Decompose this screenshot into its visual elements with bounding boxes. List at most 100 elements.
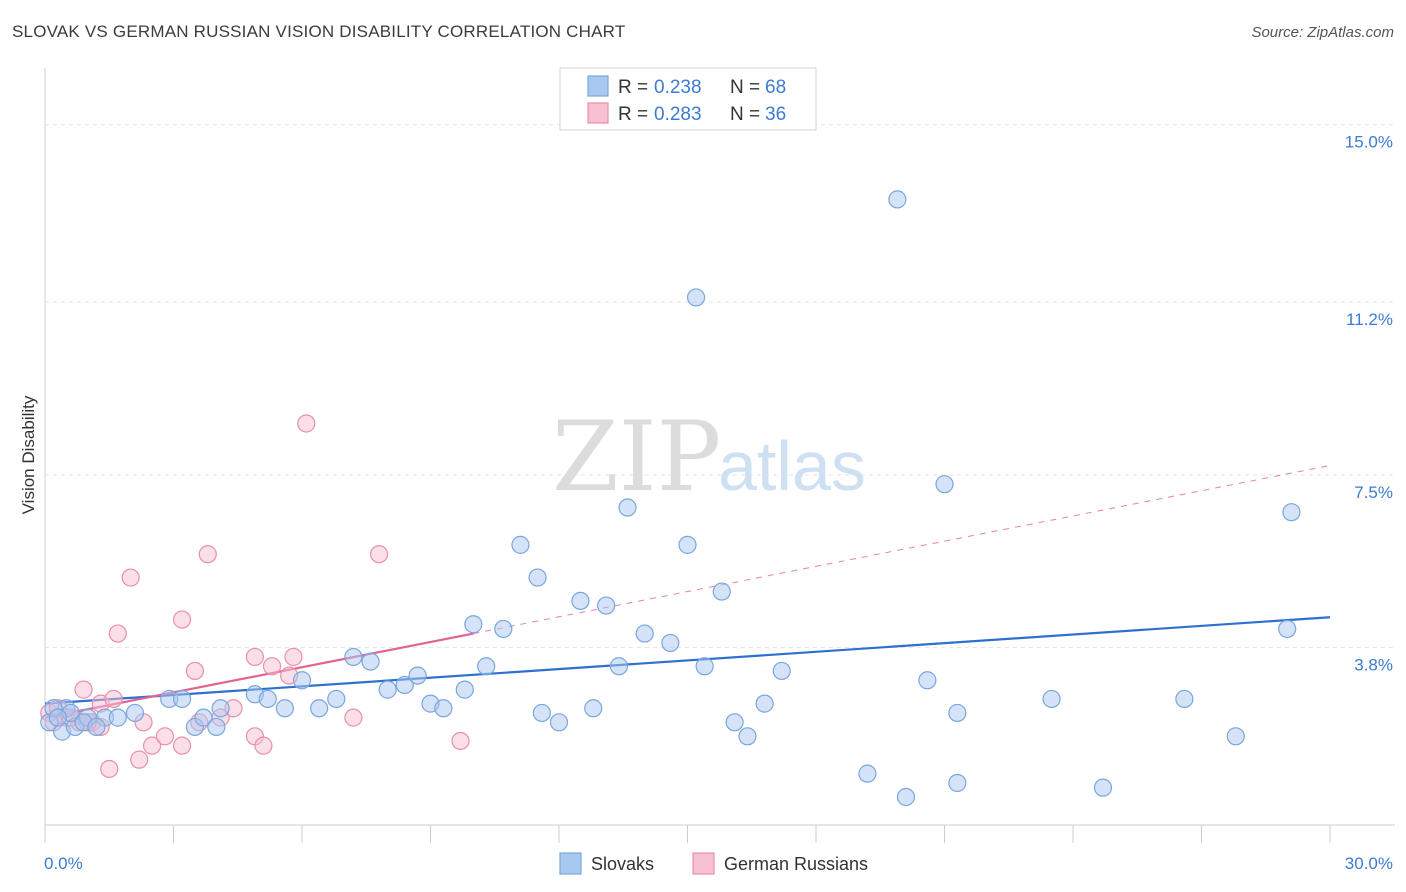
point-slovaks-11 [194, 708, 213, 727]
point-german-russians-25 [254, 736, 273, 755]
point-slovaks-18 [310, 699, 329, 718]
point-slovaks-52 [896, 787, 916, 807]
bottom-legend-label-german-russians: German Russians [724, 854, 868, 874]
point-german-russians-14 [142, 736, 162, 755]
point-german-russians-28 [284, 647, 303, 667]
point-slovaks-36 [584, 699, 603, 718]
x-tick-labels: 0.0% 30.0% [44, 854, 1393, 873]
legend-r-value-0: 0.238 [654, 77, 702, 98]
source-label: Source: ZipAtlas.com [1251, 24, 1394, 41]
legend-n-value-1: 36 [765, 104, 786, 125]
legend-swatch-german-russians [587, 102, 609, 124]
point-german-russians-24 [245, 647, 264, 667]
point-german-russians-26 [262, 657, 282, 676]
point-slovaks-27 [455, 680, 474, 699]
point-slovaks-13 [211, 699, 230, 718]
point-slovaks-49 [772, 661, 791, 681]
bottom-legend-swatch-german-russians [692, 852, 715, 875]
legend-r-label-1: R = [618, 104, 648, 125]
legend: R = 0.238 N = 68 R = 0.283 N = 36 [559, 67, 817, 131]
y-tick-labels: 3.8% 7.5% 11.2% 15.0% [1345, 133, 1393, 675]
watermark-zip: ZIP [552, 401, 721, 513]
point-german-russians-11 [121, 568, 140, 587]
point-slovaks-37 [597, 596, 616, 615]
y-tick-label-0: 3.8% [1354, 656, 1393, 675]
legend-r-label-0: R = [618, 77, 648, 98]
point-slovaks-57 [1042, 689, 1061, 709]
legend-r-value-1: 0.283 [654, 104, 702, 125]
point-slovaks-42 [678, 535, 697, 554]
point-slovaks-33 [532, 703, 551, 723]
point-slovaks-12 [207, 717, 226, 737]
x-tick-label-0: 0.0% [44, 854, 83, 873]
chart-title: SLOVAK VS GERMAN RUSSIAN VISION DISABILI… [12, 22, 626, 41]
point-slovaks-34 [549, 713, 569, 732]
point-slovaks-24 [408, 666, 427, 685]
point-german-russians-17 [172, 610, 192, 629]
point-slovaks-56 [948, 773, 967, 793]
point-german-russians-9 [104, 689, 123, 709]
point-slovaks-9 [172, 689, 192, 709]
point-slovaks-20 [344, 647, 363, 667]
trend-line-german-russians-extension [473, 465, 1331, 635]
point-slovaks-23 [395, 675, 414, 695]
point-german-russians-12 [130, 750, 149, 769]
point-german-russians-29 [297, 414, 316, 433]
point-german-russians-10 [108, 624, 127, 643]
point-german-russians-32 [451, 731, 470, 751]
y-axis-title: Vision Disability [19, 395, 38, 514]
bottom-legend-label-slovaks: Slovaks [591, 854, 654, 874]
bottom-legend-swatch-slovaks [559, 852, 582, 875]
point-slovaks-16 [275, 699, 294, 718]
point-german-russians-20 [198, 545, 217, 564]
y-tick-label-2: 11.2% [1346, 310, 1393, 329]
point-slovaks-66 [87, 717, 106, 737]
bottom-legend: Slovaks German Russians [559, 852, 868, 875]
point-german-russians-30 [344, 708, 363, 727]
watermark-atlas: atlas [718, 427, 866, 505]
point-slovaks-59 [1175, 689, 1194, 709]
trend-line-slovaks [44, 616, 1331, 705]
point-slovaks-35 [571, 591, 590, 611]
legend-swatch-slovaks [587, 75, 609, 97]
point-slovaks-53 [918, 671, 937, 690]
point-slovaks-29 [477, 657, 496, 676]
point-slovaks-31 [511, 535, 530, 554]
y-tick-label-3: 15.0% [1345, 133, 1393, 152]
x-axis [44, 824, 1395, 843]
point-slovaks-50 [858, 764, 877, 783]
point-german-russians-15 [155, 727, 175, 746]
point-slovaks-62 [1282, 503, 1301, 522]
point-german-russians-31 [370, 545, 389, 564]
point-slovaks-41 [661, 633, 680, 653]
point-slovaks-6 [108, 708, 127, 727]
point-slovaks-17 [292, 671, 312, 690]
point-slovaks-38 [609, 657, 629, 676]
point-german-russians-16 [172, 736, 192, 755]
point-slovaks-32 [528, 568, 547, 587]
point-german-russians-18 [185, 661, 205, 681]
point-slovaks-46 [725, 713, 744, 732]
y-tick-label-1: 7.5% [1354, 483, 1393, 502]
point-slovaks-44 [695, 657, 714, 676]
point-slovaks-15 [258, 689, 277, 709]
point-slovaks-58 [1093, 778, 1113, 797]
point-slovaks-21 [361, 652, 380, 671]
legend-n-label-0: N = [730, 77, 760, 98]
point-slovaks-39 [618, 498, 637, 517]
point-slovaks-48 [755, 694, 774, 713]
data-points [40, 190, 1301, 807]
point-slovaks-45 [712, 582, 731, 601]
point-slovaks-47 [738, 727, 757, 746]
point-slovaks-28 [464, 615, 483, 634]
point-slovaks-22 [378, 680, 397, 699]
point-slovaks-19 [327, 689, 346, 709]
point-slovaks-54 [935, 475, 954, 494]
x-tick-label-1: 30.0% [1345, 854, 1393, 873]
point-german-russians-4 [74, 680, 93, 699]
point-slovaks-67 [48, 708, 67, 727]
point-slovaks-51 [888, 190, 907, 209]
point-slovaks-60 [1226, 727, 1245, 746]
watermark: ZIP atlas [552, 401, 866, 513]
